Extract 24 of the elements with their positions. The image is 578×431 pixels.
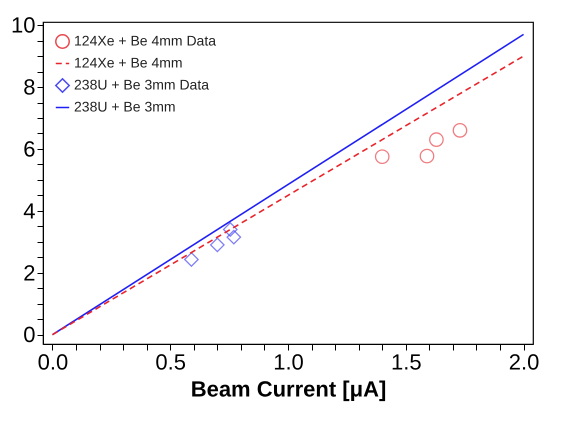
y-tick-label: 8 (23, 74, 36, 100)
point (222, 222, 238, 237)
point (226, 230, 242, 245)
point (420, 148, 434, 164)
x-tick-label: 0.0 (38, 350, 68, 374)
x-tick-label: 2.0 (508, 350, 540, 374)
y-tick-label: 0 (23, 322, 36, 348)
y-tick-label: 10 (11, 12, 36, 38)
legend-label: 124Xe + Be 4mm (74, 54, 183, 70)
legend-label: 238U + Be 3mm Data (74, 76, 210, 92)
legend-label: 238U + Be 3mm (74, 98, 176, 114)
point (429, 132, 444, 147)
x-axis-title: Beam Current [μA] (190, 376, 386, 402)
y-tick-label: 6 (23, 136, 36, 162)
point (374, 149, 390, 164)
point (452, 123, 468, 138)
point (210, 238, 225, 252)
point (184, 252, 199, 267)
y-tick-label: 4 (23, 198, 36, 224)
legend-label: 124Xe + Be 4mm Data (74, 32, 216, 48)
x-tick-label: 1.0 (273, 350, 304, 374)
x-tick-label: 0.5 (155, 350, 186, 374)
x-tick-label: 1.5 (390, 350, 422, 374)
y-tick-label: 2 (23, 260, 36, 286)
